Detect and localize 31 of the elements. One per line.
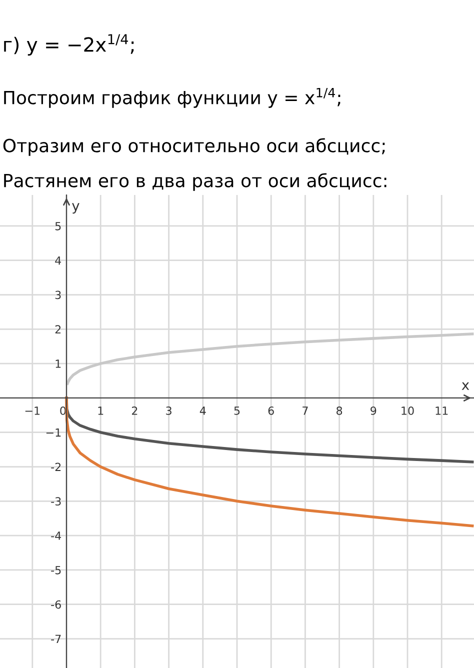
x-tick-label: 3 (166, 406, 172, 415)
x-tick-label: 9 (370, 406, 376, 415)
x-tick-label: 0 (60, 406, 66, 415)
y-tick-label: -6 (51, 600, 61, 609)
y-tick-label: 4 (55, 256, 62, 265)
y-axis-title: y (72, 203, 80, 214)
y-tick-label: -4 (51, 532, 62, 540)
x-tick-label: 11 (436, 406, 448, 415)
text: Построим график функции y = x$^{1/4}$; (4, 88, 340, 108)
text: Отразим его относительно оси абсцисс; (3, 138, 385, 156)
chart-title: г) y = −2x$^{1/4}$; (4, 34, 134, 56)
x-tick-label: 5 (234, 406, 240, 415)
y-tick-label: −1 (46, 428, 61, 437)
x-tick-label: 6 (268, 406, 274, 415)
x-tick-label: 8 (336, 406, 342, 415)
text: Растянем его в два раза от оси абсцисс: (4, 173, 386, 191)
y-tick-label: -7 (51, 634, 61, 643)
x-tick-label: 2 (132, 406, 138, 415)
x-tick-label: 7 (302, 406, 308, 415)
y-tick-label: -3 (51, 497, 61, 506)
x-axis-title: x (462, 382, 470, 390)
x-tick-label: 10 (402, 406, 414, 415)
y-tick-label: 1 (56, 360, 61, 368)
y-tick-label: -5 (51, 566, 61, 574)
x-tick-label: −1 (25, 406, 40, 415)
y-tick-label: -2 (51, 462, 61, 471)
x-tick-label: 4 (200, 406, 206, 415)
x-tick-label: 1 (98, 406, 104, 415)
y-tick-label: 5 (55, 222, 61, 230)
y-tick-label: 3 (55, 290, 61, 300)
y-tick-label: 2 (55, 325, 61, 334)
